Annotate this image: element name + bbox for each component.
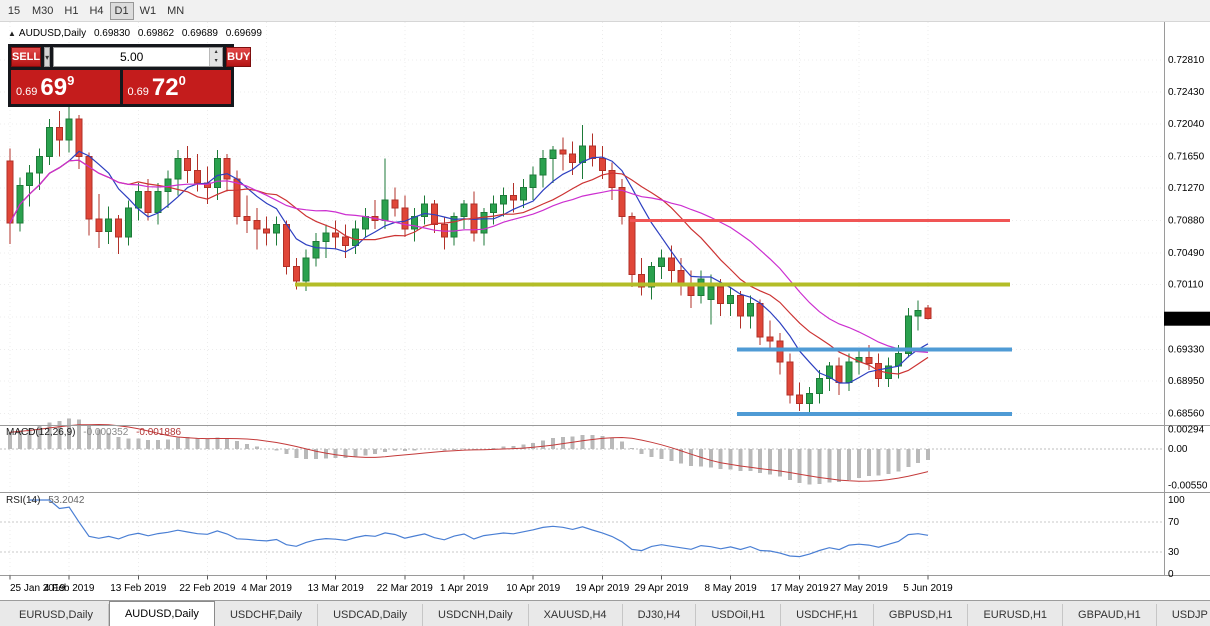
svg-text:5 Jun 2019: 5 Jun 2019 bbox=[903, 583, 953, 594]
spin-up-icon[interactable]: ▴ bbox=[210, 48, 223, 57]
timeframe-button-mn[interactable]: MN bbox=[167, 4, 185, 17]
svg-text:27 May 2019: 27 May 2019 bbox=[830, 583, 888, 594]
time-scale[interactable] bbox=[0, 576, 1164, 600]
svg-text:22 Mar 2019: 22 Mar 2019 bbox=[377, 583, 434, 594]
svg-text:13 Feb 2019: 13 Feb 2019 bbox=[110, 583, 167, 594]
svg-text:100: 100 bbox=[1168, 495, 1185, 506]
buy-price-point: 0 bbox=[178, 73, 186, 88]
timeframe-button-w1[interactable]: W1 bbox=[139, 4, 157, 17]
buy-price-pips: 72 bbox=[151, 74, 179, 101]
chart-window: 0.72810 0.72430 0.72040 0.71650 0.71270 0.708… bbox=[0, 22, 1210, 600]
sell-button[interactable]: SELL bbox=[11, 47, 42, 67]
chart-tab-usdchf-h1[interactable]: USDCHF,H1 bbox=[781, 604, 874, 626]
svg-text:0.72430: 0.72430 bbox=[1168, 87, 1205, 98]
svg-text:0.00: 0.00 bbox=[1168, 444, 1188, 455]
svg-text:0.69330: 0.69330 bbox=[1168, 344, 1205, 355]
timeframe-button-h4[interactable]: H4 bbox=[89, 4, 104, 17]
chart-tab-bar: EURUSD,Daily AUDUSD,Daily USDCHF,Daily USDC… bbox=[0, 600, 1210, 626]
sell-price-pips: 69 bbox=[40, 74, 68, 101]
sell-price-point: 9 bbox=[67, 73, 75, 88]
timeframe-toolbar: 15 M30 H1 H4 D1 W1 MN bbox=[0, 0, 1210, 22]
chart-tab-usdchf-daily[interactable]: USDCHF,Daily bbox=[215, 604, 319, 626]
macd-indicator-label: MACD(12,26,9) -0.000352 -0.001886 bbox=[6, 427, 181, 438]
chart-tab-usdoil-h1[interactable]: USDOil,H1 bbox=[696, 604, 782, 626]
macd-signal-value: -0.001886 bbox=[136, 427, 182, 438]
timeframe-button-h1[interactable]: H1 bbox=[64, 4, 79, 17]
chevron-down-icon: ▾ bbox=[45, 52, 50, 62]
chart-tab-eurusd-daily[interactable]: EURUSD,Daily bbox=[4, 604, 109, 626]
svg-text:13 Mar 2019: 13 Mar 2019 bbox=[308, 583, 365, 594]
svg-text:0.00294: 0.00294 bbox=[1168, 425, 1205, 436]
buy-price-box[interactable]: 0.69 72 0 bbox=[122, 70, 231, 104]
timeframe-button-15[interactable]: 15 bbox=[7, 4, 21, 17]
chart-tab-dj30-h4[interactable]: DJ30,H4 bbox=[623, 604, 697, 626]
svg-text:25 Jan 2019: 25 Jan 2019 bbox=[10, 583, 65, 594]
svg-text:-0.00550: -0.00550 bbox=[1168, 480, 1208, 491]
chart-tab-eurusd-h1[interactable]: EURUSD,H1 bbox=[968, 604, 1064, 626]
svg-text:0.68950: 0.68950 bbox=[1168, 376, 1205, 387]
ohlc-open: 0.69830 bbox=[93, 28, 131, 39]
chart-tab-gbpaud-h1[interactable]: GBPAUD,H1 bbox=[1063, 604, 1157, 626]
chart-ohlc-readout: ▲ AUDUSD,Daily 0.69830 0.69862 0.69689 0.… bbox=[8, 28, 262, 39]
timeframe-button-d1[interactable]: D1 bbox=[109, 1, 134, 20]
svg-text:0.72810: 0.72810 bbox=[1168, 55, 1205, 66]
volume-field: ▴ ▾ bbox=[53, 47, 224, 67]
chart-tab-usdjp[interactable]: USDJP bbox=[1157, 604, 1210, 626]
svg-text:10 Apr 2019: 10 Apr 2019 bbox=[506, 583, 560, 594]
collapse-arrow-icon[interactable]: ▲ bbox=[8, 29, 16, 38]
svg-text:19 Apr 2019: 19 Apr 2019 bbox=[575, 583, 629, 594]
svg-text:0.72040: 0.72040 bbox=[1168, 119, 1205, 130]
svg-text:4 Mar 2019: 4 Mar 2019 bbox=[241, 583, 292, 594]
svg-text:0.68560: 0.68560 bbox=[1168, 408, 1205, 419]
ohlc-close: 0.69699 bbox=[225, 28, 262, 39]
chart-tab-gbpusd-h1[interactable]: GBPUSD,H1 bbox=[874, 604, 969, 626]
svg-text:1 Apr 2019: 1 Apr 2019 bbox=[440, 583, 489, 594]
svg-text:0.69699: 0.69699 bbox=[1168, 315, 1205, 326]
rsi-name: RSI(14) bbox=[6, 495, 41, 506]
rsi-value: 53.2042 bbox=[48, 495, 85, 506]
svg-text:30: 30 bbox=[1168, 547, 1180, 558]
svg-text:0.70880: 0.70880 bbox=[1168, 216, 1205, 227]
macd-main-value: -0.000352 bbox=[83, 427, 129, 438]
price-scale[interactable] bbox=[1164, 22, 1210, 575]
svg-text:0: 0 bbox=[1168, 569, 1174, 580]
chart-symbol-label: AUDUSD,Daily bbox=[18, 28, 87, 39]
svg-text:0.71270: 0.71270 bbox=[1168, 183, 1205, 194]
buy-button[interactable]: BUY bbox=[226, 47, 252, 67]
chart-tab-xauusd-h4[interactable]: XAUUSD,H4 bbox=[529, 604, 623, 626]
chart-tab-usdcad-daily[interactable]: USDCAD,Daily bbox=[318, 604, 424, 626]
svg-text:0.70110: 0.70110 bbox=[1168, 280, 1204, 291]
ohlc-low: 0.69689 bbox=[181, 28, 218, 39]
macd-name: MACD(12,26,9) bbox=[6, 427, 76, 438]
chart-tab-usdcnh-daily[interactable]: USDCNH,Daily bbox=[423, 604, 529, 626]
svg-text:4 Feb 2019: 4 Feb 2019 bbox=[44, 583, 95, 594]
ohlc-high: 0.69862 bbox=[137, 28, 175, 39]
chart-tab-audusd-daily[interactable]: AUDUSD,Daily bbox=[108, 601, 215, 626]
sell-price-box[interactable]: 0.69 69 9 bbox=[11, 70, 120, 104]
chart-canvas[interactable]: 0.72810 0.72430 0.72040 0.71650 0.71270 0.708… bbox=[0, 22, 1210, 600]
sell-price-prefix: 0.69 bbox=[16, 86, 38, 98]
svg-text:8 May 2019: 8 May 2019 bbox=[704, 583, 757, 594]
svg-text:70: 70 bbox=[1168, 517, 1180, 528]
volume-dropdown[interactable]: ▾ bbox=[44, 47, 51, 67]
svg-text:29 Apr 2019: 29 Apr 2019 bbox=[635, 583, 689, 594]
one-click-trading-panel: SELL ▾ ▴ ▾ BUY 0.69 69 9 0.69 72 bbox=[8, 44, 252, 107]
volume-input[interactable] bbox=[54, 48, 210, 66]
svg-text:0.70490: 0.70490 bbox=[1168, 248, 1205, 259]
svg-text:17 May 2019: 17 May 2019 bbox=[771, 583, 829, 594]
buy-price-prefix: 0.69 bbox=[127, 86, 149, 98]
svg-text:22 Feb 2019: 22 Feb 2019 bbox=[179, 583, 236, 594]
spin-down-icon[interactable]: ▾ bbox=[210, 57, 223, 66]
svg-text:0.71650: 0.71650 bbox=[1168, 152, 1205, 163]
rsi-indicator-label: RSI(14) 53.2042 bbox=[6, 495, 84, 506]
volume-spinner: ▴ ▾ bbox=[209, 48, 223, 66]
timeframe-button-m30[interactable]: M30 bbox=[32, 4, 54, 17]
